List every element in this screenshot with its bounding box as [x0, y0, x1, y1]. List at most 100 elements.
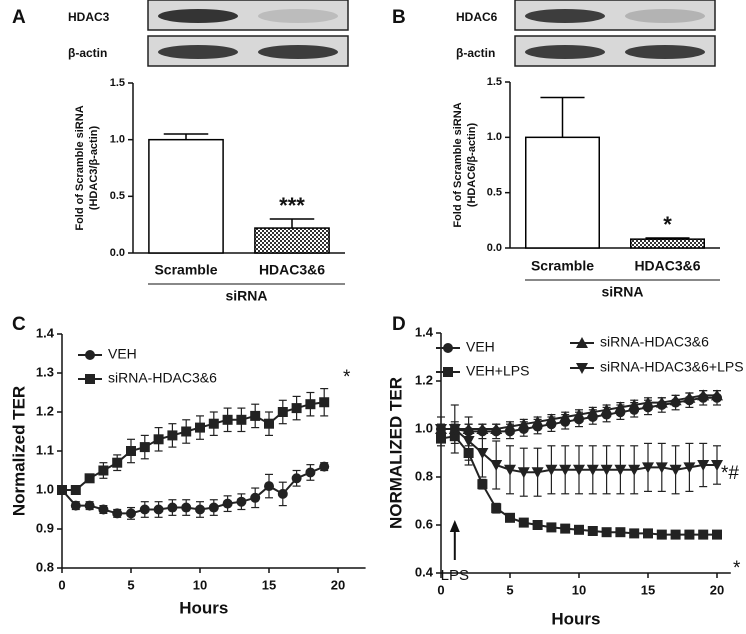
marker — [57, 485, 67, 495]
blot — [514, 0, 716, 31]
marker — [98, 465, 109, 476]
marker — [518, 517, 529, 528]
blot-band — [158, 45, 238, 59]
marker — [574, 524, 584, 535]
marker — [250, 410, 261, 421]
blot-label: β-actin — [68, 46, 107, 60]
x-tick-label: HDAC3&6 — [634, 258, 700, 274]
marker — [601, 527, 612, 538]
marker — [490, 423, 503, 434]
marker — [491, 503, 502, 514]
marker — [669, 394, 682, 406]
y-axis-label-line: (HDAC3/β-actin) — [88, 126, 100, 211]
marker — [683, 391, 696, 403]
x-tick-label: 10 — [572, 582, 586, 597]
marker — [545, 464, 558, 476]
marker — [615, 527, 626, 538]
marker — [98, 504, 109, 515]
marker — [435, 424, 447, 435]
marker — [517, 467, 530, 479]
y-axis-label-line: Fold of Scramble siRNA — [452, 102, 464, 227]
x-tick-label: 0 — [437, 582, 444, 597]
marker — [559, 464, 572, 476]
marker — [319, 461, 330, 472]
y-tick-label: 1.0 — [487, 131, 502, 143]
marker — [586, 406, 599, 418]
bar — [254, 227, 330, 254]
marker — [153, 434, 164, 445]
marker — [655, 462, 668, 474]
panel-letter: B — [392, 7, 406, 28]
marker — [167, 502, 178, 513]
annotation: *# — [721, 463, 739, 484]
marker — [600, 464, 613, 476]
x-tick-label: Scramble — [154, 262, 217, 278]
panel-letter: A — [12, 7, 26, 28]
blot-label: β-actin — [456, 46, 495, 60]
y-tick-label: 0.5 — [487, 187, 502, 199]
marker — [305, 467, 316, 478]
x-axis-label: siRNA — [225, 288, 267, 304]
blot-label: HDAC3 — [68, 10, 110, 24]
y-axis-label-line: Fold of Scramble siRNA — [74, 105, 86, 230]
marker — [629, 528, 640, 539]
blot-label: HDAC6 — [456, 10, 498, 24]
legend-label: siRNA-HDAC3&6+LPS — [600, 359, 744, 375]
marker — [559, 411, 572, 422]
marker — [711, 460, 723, 471]
marker — [264, 481, 274, 492]
marker — [517, 418, 530, 430]
marker — [656, 529, 667, 540]
y-tick-label: 1.2 — [36, 403, 54, 418]
marker — [305, 399, 316, 410]
marker — [85, 374, 95, 384]
y-axis-label-line: (HDAC6/β-actin) — [466, 123, 478, 208]
marker — [504, 464, 516, 476]
marker — [477, 479, 488, 490]
x-axis-label: Hours — [551, 609, 600, 628]
x-tick-label: HDAC3&6 — [259, 262, 325, 278]
marker — [167, 430, 178, 441]
marker — [628, 399, 641, 410]
marker — [443, 367, 453, 377]
marker — [208, 502, 219, 513]
marker — [614, 401, 627, 413]
marker — [264, 418, 274, 429]
y-axis-label: Fold of Scramble siRNA (HDAC3/β-actin) — [74, 105, 100, 230]
blot-band — [525, 45, 605, 59]
y-tick-label: 0.4 — [415, 564, 434, 579]
y-tick-label: 0.0 — [487, 242, 502, 254]
blot-band — [525, 9, 605, 23]
marker — [669, 464, 682, 476]
marker — [112, 457, 123, 468]
marker — [195, 504, 205, 515]
marker — [587, 526, 598, 536]
y-tick-label: 1.4 — [36, 325, 55, 340]
panel-letter: C — [12, 314, 26, 335]
y-tick-label: 1.5 — [110, 77, 125, 89]
marker — [153, 504, 164, 515]
marker — [181, 426, 192, 437]
marker — [642, 462, 654, 474]
marker — [505, 512, 515, 523]
y-tick-label: 1.0 — [415, 420, 433, 435]
marker — [70, 500, 81, 511]
marker — [476, 448, 489, 459]
legend-label: VEH+LPS — [466, 363, 529, 379]
marker — [236, 414, 247, 425]
x-tick-label: 5 — [506, 582, 513, 597]
marker — [277, 407, 288, 417]
blot-band — [258, 45, 338, 59]
marker — [195, 422, 205, 433]
bar — [148, 138, 224, 254]
marker — [291, 473, 302, 484]
marker — [443, 343, 453, 353]
marker — [490, 460, 503, 471]
marker — [126, 508, 136, 519]
marker — [84, 500, 95, 511]
y-axis-label: Fold of Scramble siRNA (HDAC6/β-actin) — [452, 102, 478, 227]
y-tick-label: 0.9 — [36, 520, 54, 535]
y-tick-label: 1.1 — [36, 442, 54, 457]
bar — [630, 238, 705, 249]
marker — [126, 446, 136, 456]
